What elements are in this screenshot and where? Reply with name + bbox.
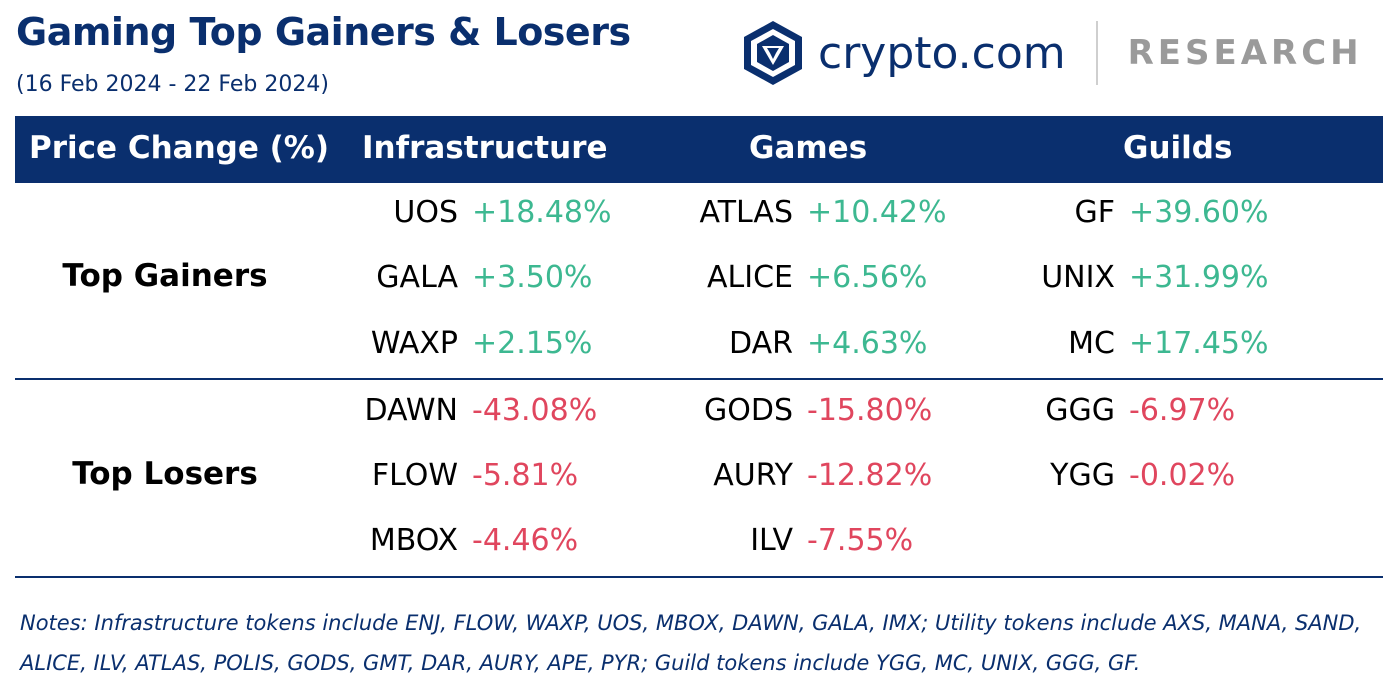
loser-games-symbol: AURY bbox=[713, 458, 793, 493]
loser-infrastructure-change: -4.46% bbox=[472, 523, 579, 558]
gainer-guilds-symbol: GF bbox=[1074, 195, 1115, 230]
gainer-games-symbol: DAR bbox=[729, 326, 793, 361]
section-label-top-losers: Top Losers bbox=[72, 456, 258, 492]
section-divider bbox=[15, 378, 1383, 380]
column-header-games: Games bbox=[749, 130, 868, 166]
gainer-games-symbol: ATLAS bbox=[699, 195, 794, 230]
gainer-infrastructure-change: +18.48% bbox=[472, 195, 612, 230]
loser-guilds-change: -6.97% bbox=[1129, 393, 1236, 428]
notes-line-2: ALICE, ILV, ATLAS, POLIS, GODS, GMT, DAR… bbox=[20, 651, 1141, 675]
loser-games-symbol: GODS bbox=[703, 393, 793, 428]
loser-games-change: -7.55% bbox=[807, 523, 914, 558]
gainer-guilds-change: +39.60% bbox=[1129, 195, 1269, 230]
loser-infrastructure-symbol: MBOX bbox=[369, 523, 458, 558]
loser-guilds-symbol: GGG bbox=[1045, 393, 1115, 428]
section-label-top-gainers: Top Gainers bbox=[62, 258, 268, 294]
gainer-infrastructure-symbol: UOS bbox=[393, 195, 458, 230]
gainer-infrastructure-symbol: WAXP bbox=[370, 326, 458, 361]
table-bottom-rule bbox=[15, 576, 1383, 578]
table-header: Price Change (%) Infrastructure Games Gu… bbox=[15, 116, 1383, 183]
notes-line-1: Notes: Infrastructure tokens include ENJ… bbox=[20, 611, 1362, 635]
gainer-infrastructure-symbol: GALA bbox=[376, 260, 458, 295]
loser-games-symbol: ILV bbox=[750, 523, 793, 558]
loser-infrastructure-symbol: FLOW bbox=[371, 458, 458, 493]
gainer-infrastructure-change: +2.15% bbox=[472, 326, 593, 361]
gainer-infrastructure-change: +3.50% bbox=[472, 260, 593, 295]
gainer-guilds-change: +31.99% bbox=[1129, 260, 1269, 295]
loser-guilds-symbol: YGG bbox=[1050, 458, 1115, 493]
brand-divider bbox=[1095, 21, 1098, 85]
gainer-guilds-symbol: MC bbox=[1068, 326, 1115, 361]
gainer-games-change: +6.56% bbox=[807, 260, 928, 295]
gainer-games-symbol: ALICE bbox=[707, 260, 793, 295]
column-header-infrastructure: Infrastructure bbox=[362, 130, 608, 166]
notes: Notes: Infrastructure tokens include ENJ… bbox=[20, 603, 1380, 683]
crypto-com-lion-shield-icon bbox=[744, 21, 802, 85]
column-header-price-change: Price Change (%) bbox=[29, 130, 330, 166]
loser-infrastructure-change: -5.81% bbox=[472, 458, 579, 493]
gainer-games-change: +4.63% bbox=[807, 326, 928, 361]
gainer-games-change: +10.42% bbox=[807, 195, 947, 230]
gainer-guilds-symbol: UNIX bbox=[1041, 260, 1115, 295]
loser-infrastructure-symbol: DAWN bbox=[364, 393, 458, 428]
brand-logo-lockup: crypto.com RESEARCH bbox=[742, 18, 1363, 88]
page-title: Gaming Top Gainers & Losers bbox=[16, 10, 631, 54]
column-header-guilds: Guilds bbox=[1123, 130, 1233, 166]
loser-games-change: -12.82% bbox=[807, 458, 933, 493]
date-range: (16 Feb 2024 - 22 Feb 2024) bbox=[16, 72, 329, 97]
loser-games-change: -15.80% bbox=[807, 393, 933, 428]
brand-research-label: RESEARCH bbox=[1127, 33, 1363, 73]
loser-guilds-change: -0.02% bbox=[1129, 458, 1236, 493]
brand-name: crypto.com bbox=[818, 27, 1066, 79]
loser-infrastructure-change: -43.08% bbox=[472, 393, 598, 428]
gainer-guilds-change: +17.45% bbox=[1129, 326, 1269, 361]
